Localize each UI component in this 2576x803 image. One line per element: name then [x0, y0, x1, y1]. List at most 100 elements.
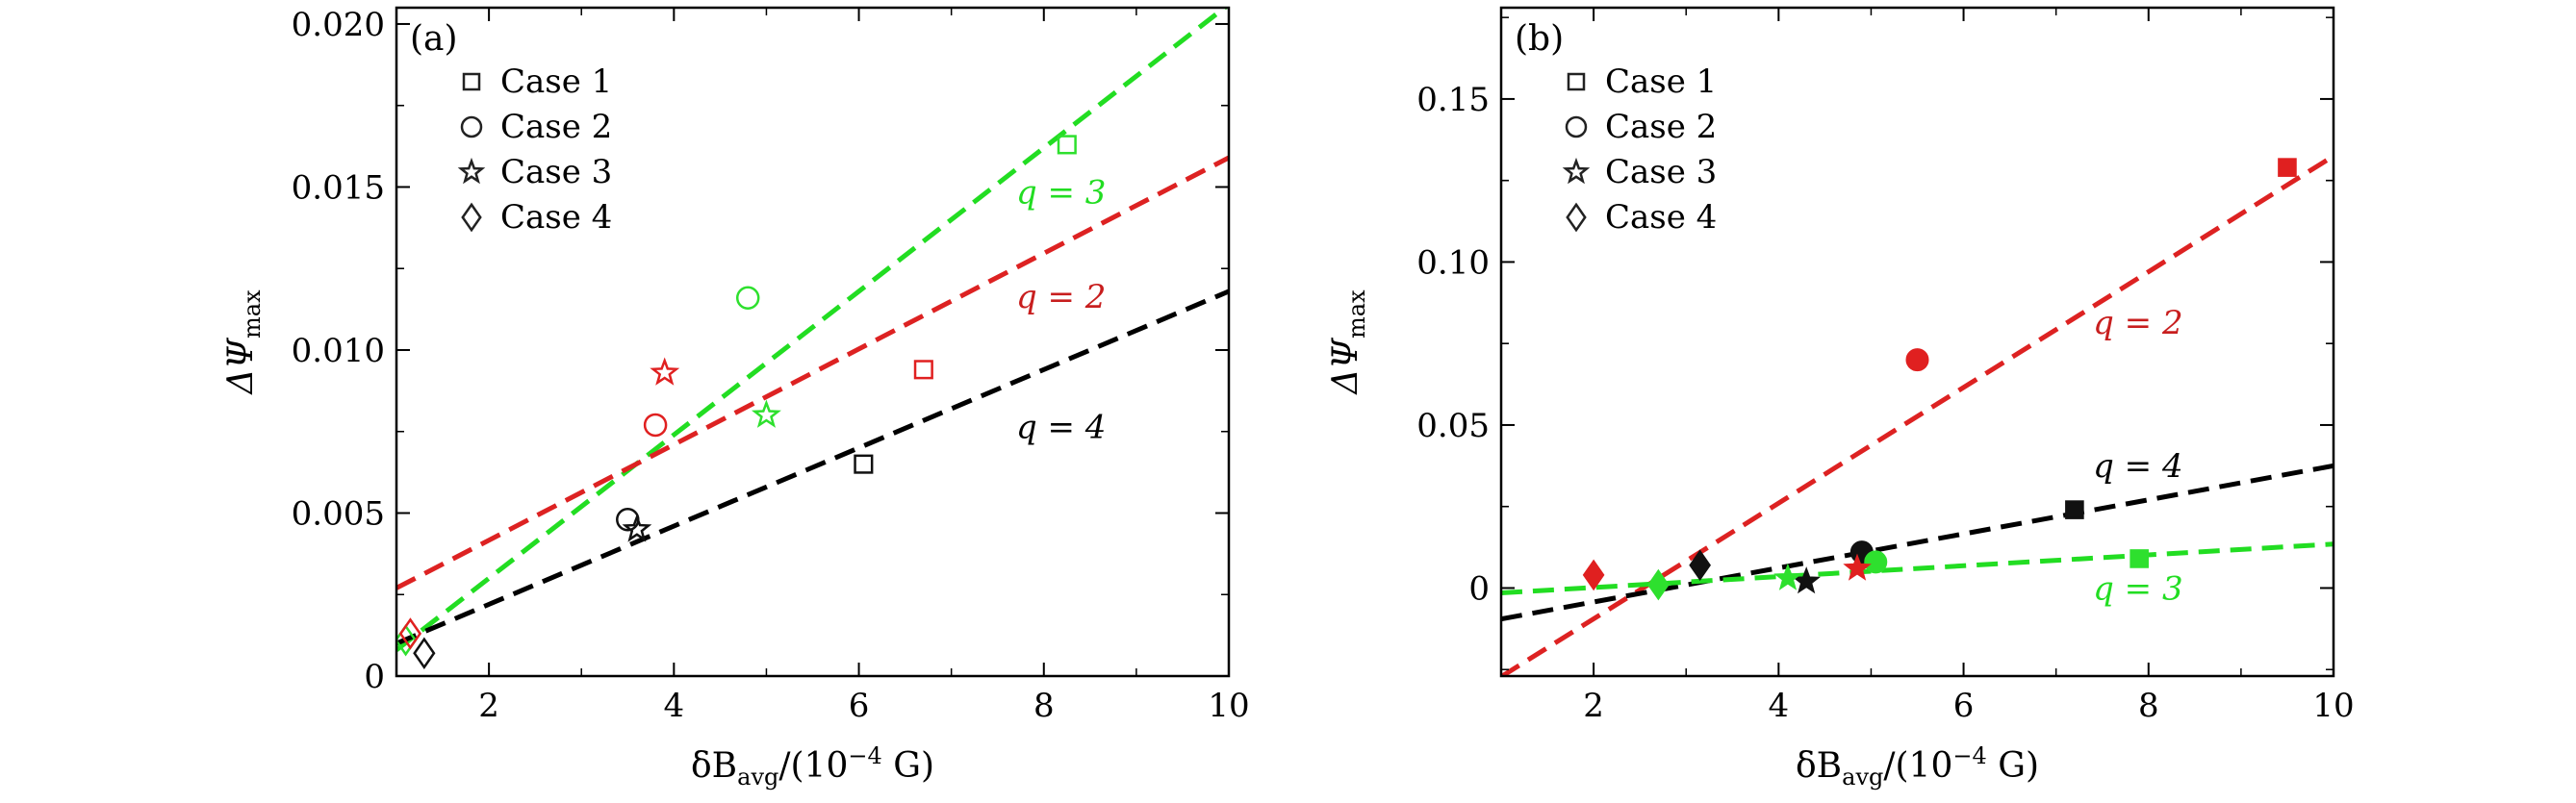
- fit-line-q2: [1501, 154, 2334, 676]
- data-point-case1-q3: [2130, 549, 2149, 568]
- x-title-main: δB: [691, 746, 737, 786]
- data-point-case4-q2: [398, 617, 422, 650]
- y-tick-label: 0.15: [1416, 81, 1490, 119]
- data-point-case2-q3: [1864, 550, 1888, 574]
- legend-label: Case 1: [1605, 63, 1717, 101]
- fit-line-q4: [1501, 463, 2334, 622]
- y-tick-label: 0.010: [292, 332, 385, 370]
- fit-line-q3: [1501, 541, 2334, 596]
- x-title-rest: /(10: [1883, 746, 1952, 786]
- x-title-main: δB: [1796, 746, 1842, 786]
- data-point-case3-q3: [751, 399, 781, 428]
- data-point-case2-q3: [735, 286, 760, 310]
- legend-label: Case 2: [500, 108, 612, 146]
- y-title-sub: max: [1343, 289, 1370, 339]
- x-tick-label: 2: [1583, 687, 1604, 725]
- x-axis-title: δBavg/(10−4 G): [1796, 742, 2039, 790]
- data-point-case1-q4: [2065, 500, 2084, 519]
- legend: Case 1 Case 2 Case 3 Case 4: [457, 63, 612, 237]
- chart-panel-a: q = 3 q = 2 q = 4 2 4 6 8 10 0 0.005 0.010 0.015 0.0…: [221, 6, 1250, 790]
- legend: Case 1 Case 2 Case 3 Case 4: [1562, 63, 1717, 237]
- y-tick-label: 0.005: [292, 494, 385, 533]
- fit-label-q3: q = 3: [1016, 173, 1107, 212]
- y-tick-label: 0: [364, 658, 385, 696]
- legend-marker-diamond: [1566, 202, 1587, 233]
- x-tick-label: 8: [1033, 687, 1055, 725]
- y-tick-label: 0.05: [1416, 407, 1490, 445]
- y-axis-title: ΔΨmax: [1326, 289, 1370, 396]
- data-point-case4-q3: [1647, 568, 1670, 601]
- x-title-exp: −4: [1952, 742, 1986, 769]
- y-title-main: ΔΨ: [221, 338, 261, 396]
- data-point-case4-q4: [1689, 549, 1711, 582]
- chart-panel-b: q = 2q = 4q = 32 4 6 8 1000.050.100.15(b)Cas…: [1326, 6, 2355, 790]
- fit-label-q2: q = 2: [1016, 278, 1107, 316]
- legend-label: Case 4: [500, 198, 612, 237]
- fit-line-q2: [396, 155, 1229, 590]
- data-point-case1-q2: [913, 360, 933, 380]
- fit-label-q4: q = 4: [2093, 447, 2183, 486]
- legend-label: Case 4: [1605, 198, 1717, 237]
- x-tick-label: 4: [664, 687, 685, 725]
- x-tick-label: 10: [1208, 687, 1249, 725]
- plot-frame: [395, 6, 1231, 678]
- data-point-case4-q4: [413, 637, 436, 670]
- fit-lines: [1501, 154, 2334, 676]
- x-tick-label: 6: [849, 687, 870, 725]
- x-title-sub: avg: [737, 764, 778, 790]
- legend-marker-diamond: [461, 202, 482, 233]
- x-axis-title: δBavg/(10−4 G): [691, 742, 934, 790]
- y-tick-label: 0.020: [292, 6, 385, 44]
- y-axis-title: ΔΨmax: [221, 289, 266, 396]
- legend-label: Case 3: [1605, 153, 1717, 191]
- x-title-rest: /(10: [778, 746, 848, 786]
- data-point-case1-q2: [2278, 158, 2297, 177]
- data-point-case1-q4: [854, 454, 874, 474]
- legend-label: Case 3: [500, 153, 612, 191]
- data-point-case3-q3: [1773, 563, 1802, 590]
- panel-tag: (b): [1515, 19, 1564, 59]
- y-title-sub: max: [239, 289, 266, 339]
- legend-marker-square: [462, 72, 481, 91]
- x-tick-label: 10: [2312, 687, 2354, 725]
- fit-line-q3: [396, 8, 1229, 652]
- legend-marker-circle: [460, 115, 483, 138]
- legend-label: Case 1: [500, 63, 612, 101]
- data-points: [1582, 158, 2297, 601]
- data-point-case3-q2: [1843, 553, 1872, 581]
- legend-marker-square: [1567, 72, 1586, 91]
- y-tick-label: 0.10: [1416, 243, 1490, 282]
- x-title-exp: −4: [848, 742, 881, 769]
- data-point-case3-q4: [622, 514, 652, 542]
- x-tick-label: 4: [1769, 687, 1790, 725]
- panel-tag: (a): [410, 19, 458, 59]
- legend-marker-star: [1562, 157, 1591, 185]
- x-title-end: G): [882, 746, 934, 786]
- x-title-sub: avg: [1842, 764, 1883, 790]
- data-point-case1-q3: [1057, 135, 1077, 155]
- data-point-case4-q2: [1582, 559, 1605, 591]
- y-tick-label: 0.015: [292, 168, 385, 207]
- legend-marker-star: [457, 157, 486, 185]
- plot-frame: [1499, 6, 2335, 678]
- data-point-case2-q2: [1905, 348, 1929, 372]
- x-tick-label: 2: [478, 687, 499, 725]
- fit-lines: [396, 8, 1229, 652]
- fit-label-q3: q = 3: [2093, 569, 2183, 608]
- data-point-case3-q4: [1792, 566, 1821, 594]
- fit-label-q2: q = 2: [2093, 304, 2183, 342]
- y-title-main: ΔΨ: [1326, 338, 1365, 396]
- fit-label-q4: q = 4: [1016, 409, 1107, 447]
- data-point-case4-q3: [396, 623, 418, 657]
- x-tick-label: 8: [2138, 687, 2159, 725]
- data-points: [396, 135, 1077, 670]
- y-tick-label: 0: [1468, 569, 1490, 608]
- legend-label: Case 2: [1605, 108, 1717, 146]
- data-point-case3-q2: [650, 357, 680, 386]
- legend-marker-circle: [1565, 115, 1588, 138]
- fit-line-q4: [396, 289, 1229, 646]
- data-point-case2-q2: [643, 413, 668, 438]
- x-title-end: G): [1987, 746, 2039, 786]
- x-tick-label: 6: [1953, 687, 1975, 725]
